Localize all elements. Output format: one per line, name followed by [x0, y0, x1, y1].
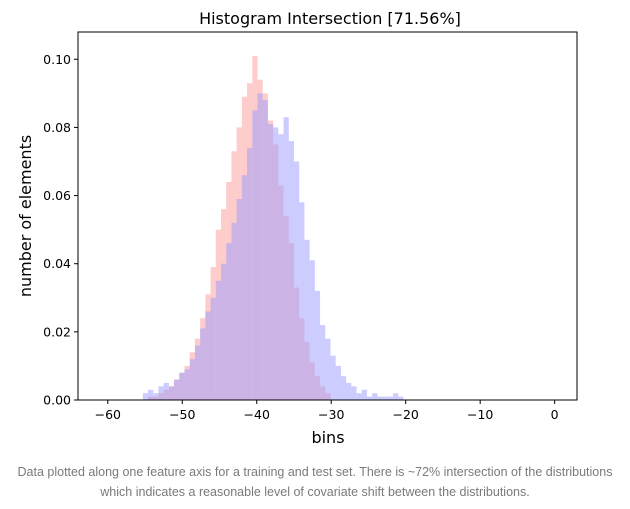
- histogram-bar: [288, 141, 294, 401]
- x-tick-label: −60: [95, 407, 121, 422]
- histogram-chart: Histogram Intersection [71.56%] −60 −50 −4…: [16, 9, 578, 447]
- histogram-bar: [153, 393, 159, 400]
- histogram-bar: [168, 386, 175, 400]
- histogram-bar: [273, 127, 279, 400]
- histogram-bar: [372, 393, 378, 400]
- histogram-bar: [304, 239, 310, 400]
- x-tick-label: −10: [467, 407, 493, 422]
- x-tick-label: −50: [169, 407, 195, 422]
- histogram-bar: [346, 382, 352, 400]
- histogram-bar: [387, 396, 394, 400]
- histogram-bar: [325, 338, 331, 400]
- plot-frame: [77, 31, 578, 401]
- histogram-bar: [377, 396, 383, 400]
- figure-caption: Data plotted along one feature axis for …: [17, 465, 613, 499]
- histogram-bar: [393, 393, 399, 400]
- histogram-bar: [267, 124, 274, 400]
- y-tick-label: 0.04: [43, 256, 71, 271]
- histogram-bar: [283, 117, 289, 400]
- histogram-bar: [205, 311, 211, 400]
- histogram-bar: [241, 175, 248, 400]
- histogram-bar: [398, 396, 404, 400]
- histogram-bar: [226, 243, 232, 400]
- histogram-bar: [356, 393, 362, 400]
- histogram-bar: [252, 110, 258, 401]
- histogram-bar: [231, 222, 237, 400]
- histogram-bar: [335, 365, 341, 400]
- histogram-bar: [142, 393, 149, 400]
- x-axis-label: bins: [311, 428, 344, 447]
- histogram-bar: [262, 100, 268, 401]
- x-tick-label: −20: [393, 407, 419, 422]
- histogram-bar: [330, 355, 336, 400]
- y-tick-label: 0.08: [43, 120, 71, 135]
- x-tick-label: −30: [318, 407, 344, 422]
- histogram-bar: [309, 260, 315, 400]
- axes-layer: −60 −50 −40 −30 −20 −10 0 0.00 0.02 0.04 0.06 0.08 0…: [43, 52, 559, 422]
- histogram-bar: [221, 263, 227, 400]
- histogram-bar: [320, 325, 326, 400]
- histogram-bar: [257, 93, 263, 400]
- histogram-bar: [351, 386, 357, 400]
- series-2-bars: [142, 93, 404, 401]
- x-tick-label: 0: [551, 407, 559, 422]
- histogram-bar: [278, 134, 284, 400]
- histogram-bar: [184, 369, 190, 400]
- histogram-bar: [293, 161, 300, 400]
- histogram-bar: [200, 328, 206, 400]
- bars-layer: [142, 55, 404, 401]
- histogram-bar: [158, 386, 164, 400]
- histogram-bar: [382, 396, 388, 400]
- histogram-bar: [247, 147, 253, 400]
- y-tick-label: 0.00: [43, 393, 71, 408]
- histogram-bar: [148, 389, 154, 400]
- y-axis-label: number of elements: [16, 135, 35, 297]
- histogram-bar: [340, 376, 347, 400]
- histogram-bar: [163, 382, 169, 400]
- histogram-bar: [179, 372, 185, 400]
- histogram-bar: [174, 379, 180, 400]
- x-tick-label: −40: [244, 407, 270, 422]
- y-tick-label: 0.10: [43, 52, 71, 67]
- histogram-bar: [314, 290, 321, 400]
- histogram-bar: [236, 198, 242, 400]
- histogram-bar: [299, 202, 305, 400]
- histogram-bar: [210, 297, 216, 400]
- histogram-bar: [361, 389, 367, 400]
- histogram-bar: [194, 345, 201, 400]
- histogram-bar: [215, 280, 221, 400]
- y-tick-label: 0.02: [43, 324, 71, 339]
- chart-title: Histogram Intersection [71.56%]: [199, 9, 461, 28]
- histogram-bar: [366, 396, 373, 400]
- y-tick-label: 0.06: [43, 188, 71, 203]
- histogram-bar: [189, 359, 195, 400]
